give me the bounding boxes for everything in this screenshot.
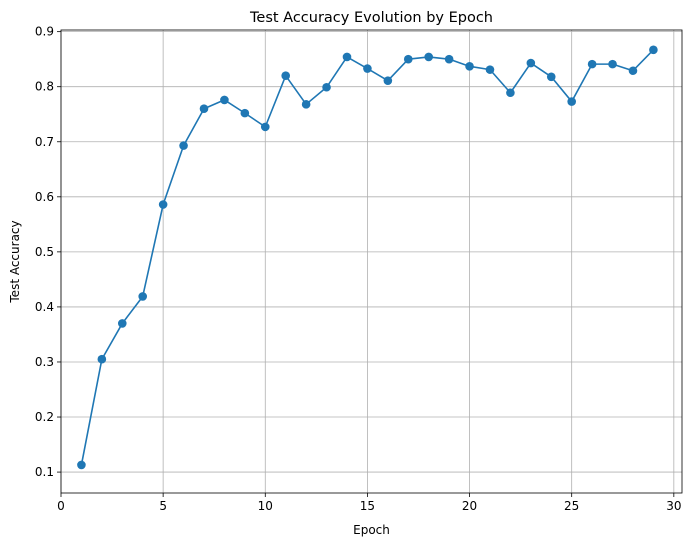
y-tick-label: 0.8 — [35, 80, 54, 94]
x-tick-label: 0 — [57, 499, 65, 513]
y-tick-label: 0.3 — [35, 355, 54, 369]
data-point — [158, 200, 168, 209]
data-point — [363, 64, 372, 73]
data-point — [220, 95, 229, 105]
data-point — [322, 82, 331, 92]
grid — [60, 30, 682, 493]
data-point — [199, 104, 209, 114]
x-axis: 0 5 10 15 20 25 30 — [57, 493, 681, 513]
x-tick-label: 5 — [159, 499, 167, 513]
chart-title: Test Accuracy Evolution by Epoch — [249, 10, 493, 26]
data-point — [424, 52, 433, 62]
y-tick-label: 0.1 — [35, 465, 54, 479]
y-axis: 0.1 0.2 0.3 0.4 0.5 0.6 0.7 0.8 0.9 — [35, 25, 61, 479]
data-point — [567, 97, 576, 106]
data-point — [608, 59, 617, 69]
x-tick-label: 15 — [360, 499, 375, 513]
y-tick-label: 0.9 — [35, 25, 54, 39]
data-point — [403, 54, 413, 64]
x-axis-label: Epoch — [353, 523, 390, 537]
data-point — [628, 66, 638, 76]
x-tick-label: 20 — [462, 499, 477, 513]
y-tick-label: 0.2 — [35, 410, 54, 424]
x-tick-label: 10 — [258, 499, 273, 513]
data-point — [546, 72, 556, 82]
y-tick-label: 0.4 — [35, 300, 54, 314]
data-point — [97, 354, 107, 364]
data-point — [117, 319, 127, 328]
series-layer — [77, 45, 658, 470]
x-tick-label: 30 — [666, 499, 681, 513]
data-point — [138, 292, 148, 301]
y-tick-label: 0.5 — [35, 245, 54, 259]
data-point — [260, 122, 270, 132]
data-point — [506, 88, 515, 98]
data-point — [649, 45, 658, 55]
data-point — [587, 59, 597, 69]
data-point — [526, 58, 536, 68]
data-point — [485, 65, 495, 74]
data-point — [179, 141, 188, 150]
data-point — [301, 100, 311, 109]
y-tick-label: 0.7 — [35, 135, 54, 149]
data-point — [383, 76, 393, 85]
data-point — [281, 71, 291, 80]
data-point — [465, 62, 474, 71]
x-tick-label: 25 — [564, 499, 579, 513]
y-axis-label: Test Accuracy — [8, 220, 22, 303]
y-tick-label: 0.6 — [35, 190, 54, 204]
data-point — [444, 54, 454, 64]
data-point — [77, 460, 86, 470]
data-point — [342, 52, 352, 62]
data-point — [240, 108, 250, 118]
plot-frame — [60, 29, 683, 494]
